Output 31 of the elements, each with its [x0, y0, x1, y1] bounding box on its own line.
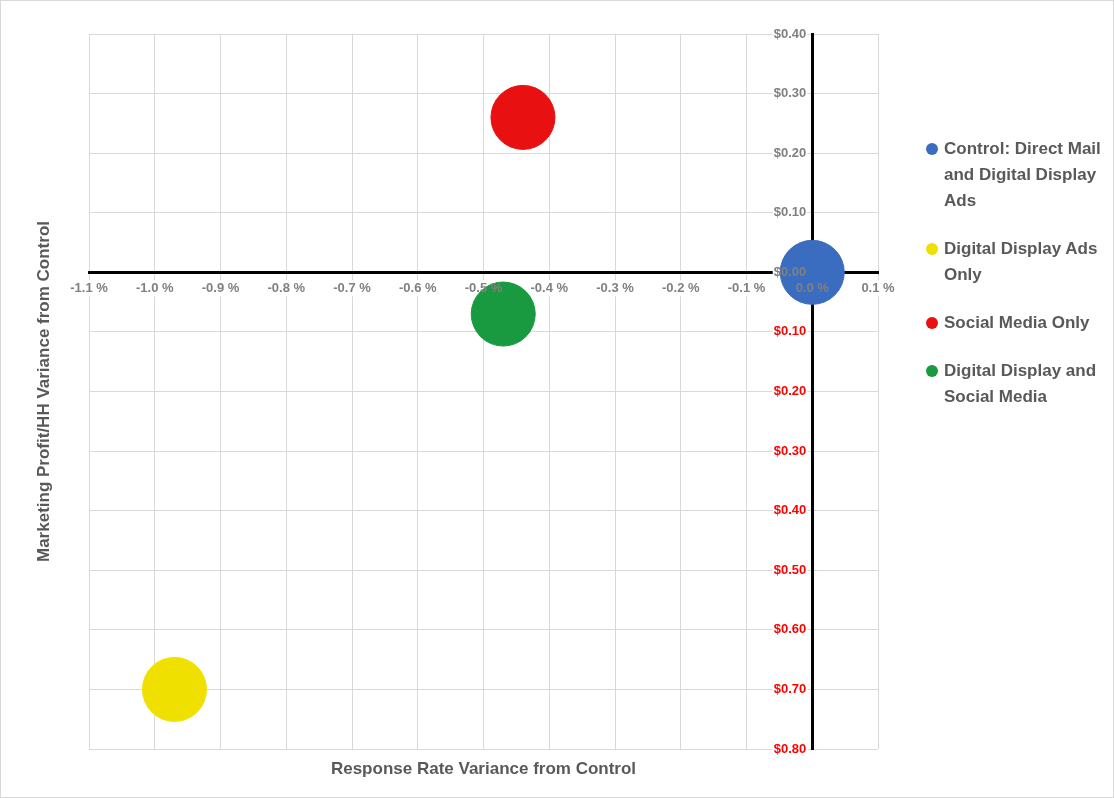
y-tick-label: $0.20: [773, 144, 807, 160]
legend-label: Control: Direct Mail and Digital Display Ads: [944, 138, 1102, 212]
x-tick-label: -0.5 %: [464, 279, 503, 295]
x-axis-title: Response Rate Variance from Control: [330, 759, 637, 778]
y-axis-title: Marketing Profit/HH Variance from Control: [34, 221, 53, 562]
x-tick-label: -0.4 %: [530, 279, 569, 295]
x-tick-label: -1.0 %: [135, 279, 174, 295]
x-tick-label: -0.1 %: [727, 279, 766, 295]
x-tick-label: -0.3 %: [596, 279, 635, 295]
x-tick-label: 0.1 %: [861, 279, 896, 295]
legend-label: Digital Display Ads Only: [944, 238, 1099, 286]
y-tick-label: $0.20: [773, 383, 807, 399]
y-tick-label: $0.10: [773, 323, 807, 339]
y-tick-label: $0.40: [773, 502, 807, 518]
y-tick-label: $0.70: [773, 680, 807, 696]
x-tick-label: 0.0 %: [795, 279, 830, 295]
y-tick-label: $0.30: [773, 85, 807, 101]
y-tick-label: $0.80: [773, 740, 807, 756]
x-tick-label: -0.8 %: [267, 279, 306, 295]
x-tick-label: -0.6 %: [398, 279, 437, 295]
y-tick-label: $0.50: [773, 561, 807, 577]
y-tick-label: $0.60: [773, 621, 807, 637]
x-tick-label: -0.9 %: [201, 279, 240, 295]
x-tick-label: -0.2 %: [661, 279, 700, 295]
x-tick-label: -0.7 %: [333, 279, 372, 295]
y-tick-label: $0.10: [773, 204, 807, 220]
y-tick-label: $0.30: [773, 442, 807, 458]
x-tick-label: -1.1 %: [70, 279, 109, 295]
legend-label: Social Media Only: [944, 312, 1090, 334]
y-tick-label: $0.40: [773, 25, 807, 41]
legend-label: Digital Display and Social Media: [944, 360, 1098, 408]
